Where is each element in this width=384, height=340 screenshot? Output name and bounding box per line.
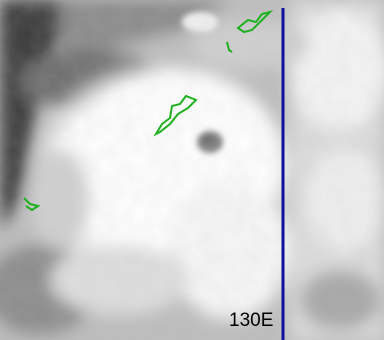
meridian-label: 130E: [229, 310, 273, 331]
cloud-field: [0, 0, 384, 340]
satellite-image: 130E: [0, 0, 384, 340]
